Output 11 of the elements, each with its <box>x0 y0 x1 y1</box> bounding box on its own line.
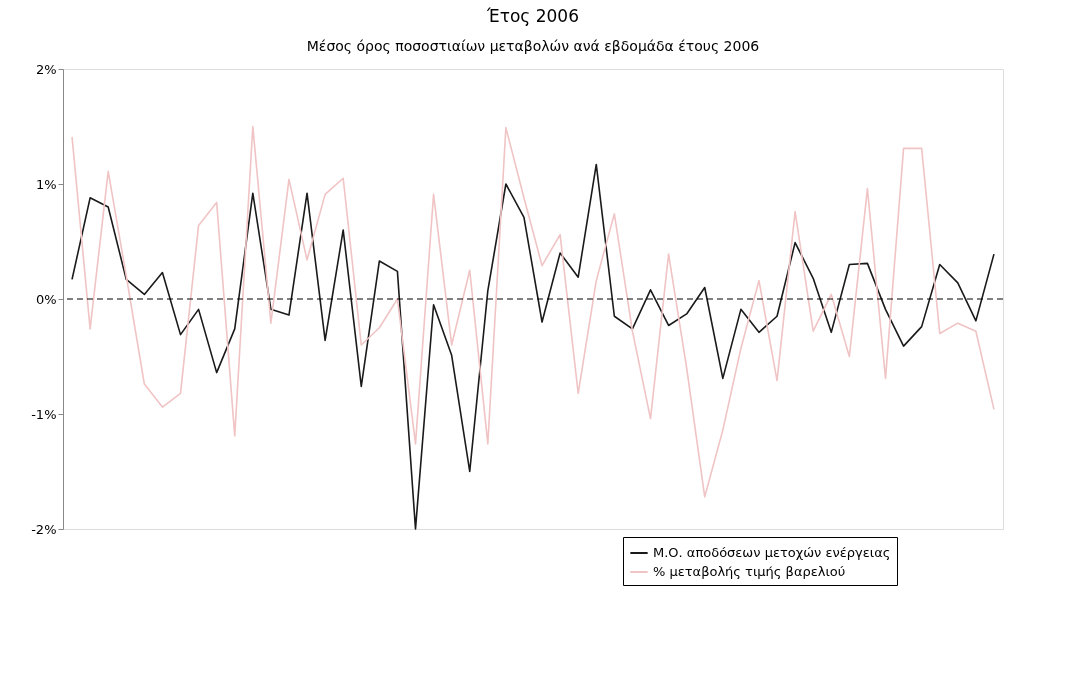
legend-label: % μεταβολής τιμής βαρελιού <box>653 564 846 579</box>
line-series <box>71 163 995 530</box>
chart-subtitle: Μέσος όρος ποσοστιαίων μεταβολών ανά εβδομάδα έτους 2006 <box>306 38 760 54</box>
line-series <box>71 125 995 498</box>
legend-label: Μ.Ο. αποδόσεων μετοχών ενέργειας <box>653 545 891 560</box>
y-tick-label: -2% <box>31 521 57 537</box>
y-tick-label: -1% <box>31 406 57 422</box>
chart-title: Έτος 2006 <box>486 6 579 26</box>
y-tick-label: 0% <box>35 291 57 307</box>
y-tick-label: 1% <box>35 176 57 192</box>
y-tick-label: 2% <box>35 61 57 77</box>
